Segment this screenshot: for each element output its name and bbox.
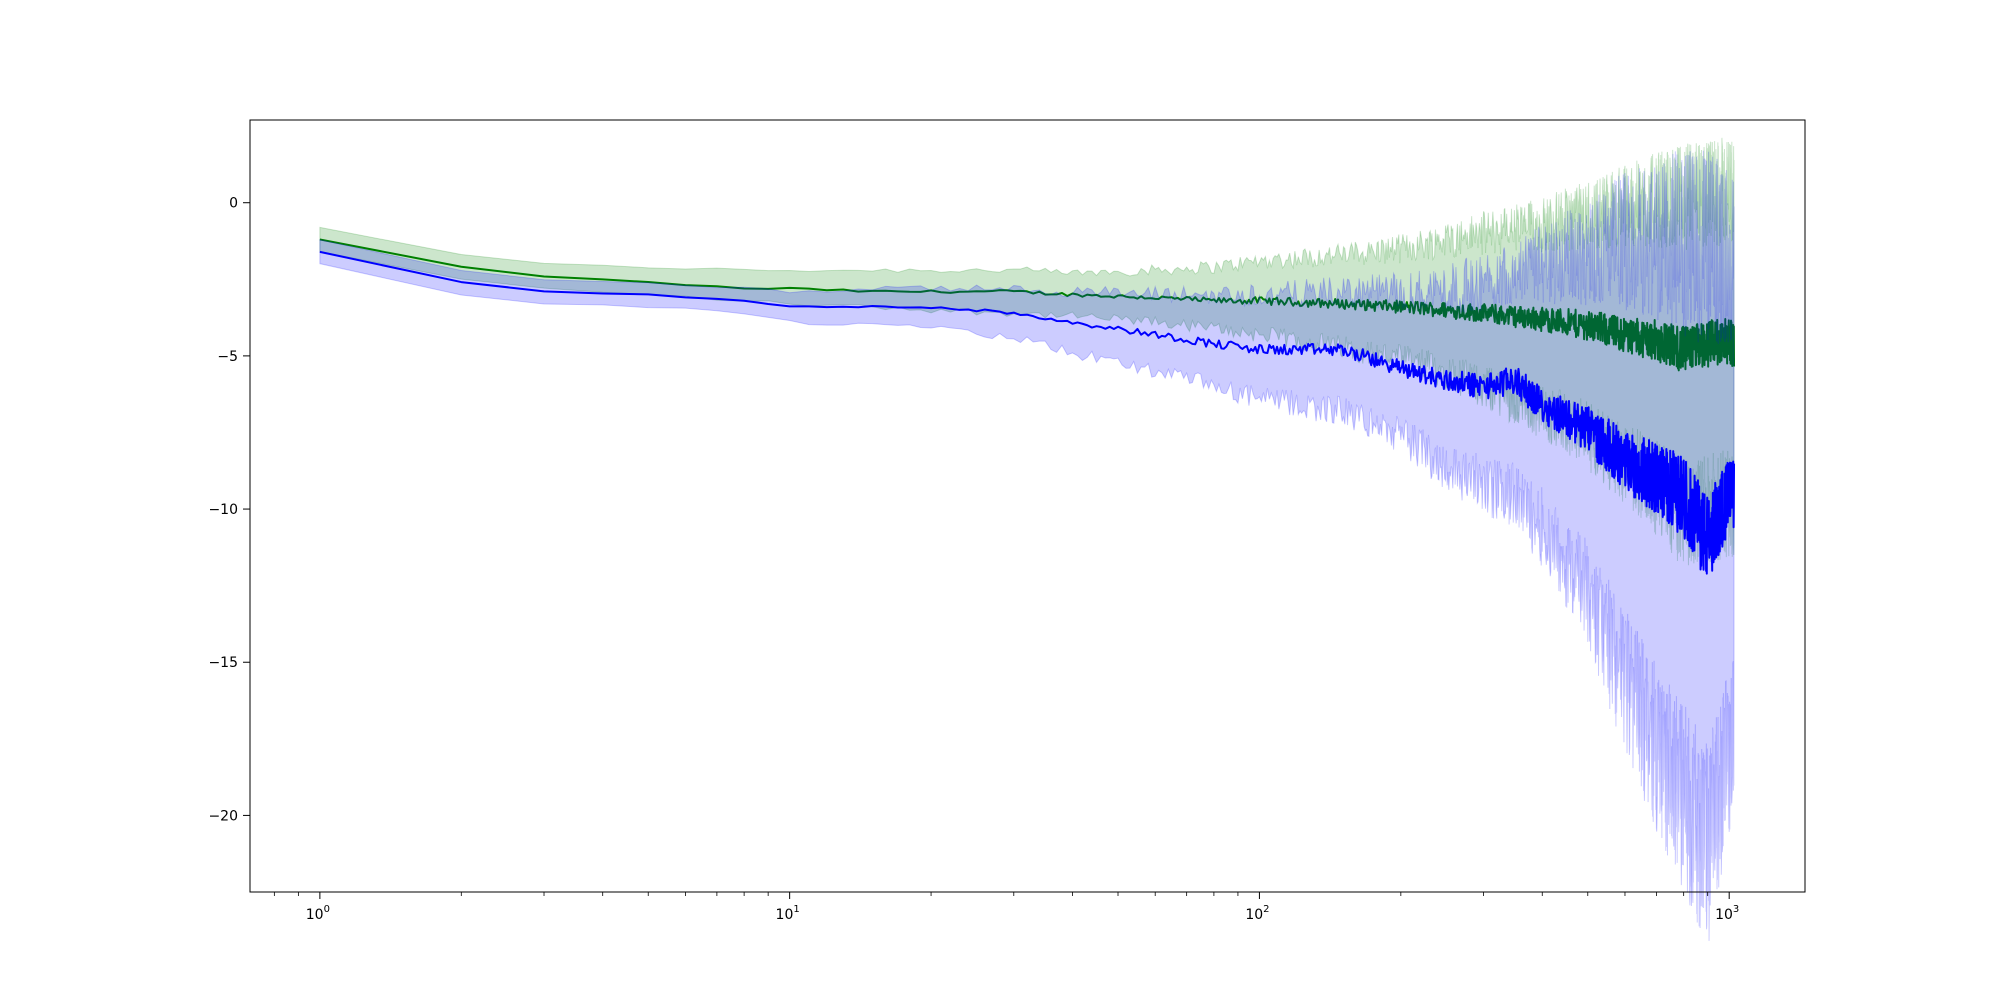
series-1-line: [319, 238, 1736, 372]
series-1-band: [319, 137, 1735, 566]
y-tick-label-2: −10: [208, 502, 238, 518]
series-2-band: [319, 150, 1735, 941]
series-2-line: [319, 250, 1736, 575]
y-tick-label-1: −5: [217, 349, 238, 365]
y-tick-label-0: 0: [229, 196, 238, 212]
y-tick-label-4: −20: [208, 808, 238, 824]
x-tick-label-2: 102: [1245, 904, 1269, 923]
plot-frame: [249, 119, 1806, 893]
x-tick-label-3: 103: [1715, 904, 1739, 923]
x-tick-label-1: 101: [776, 904, 800, 923]
y-tick-label-3: −15: [208, 655, 238, 671]
x-tick-label-0: 100: [306, 904, 330, 923]
axes: 100 101 102 103 0 −5 −10 −15 −20: [208, 119, 1806, 923]
plot-area: [319, 137, 1736, 941]
